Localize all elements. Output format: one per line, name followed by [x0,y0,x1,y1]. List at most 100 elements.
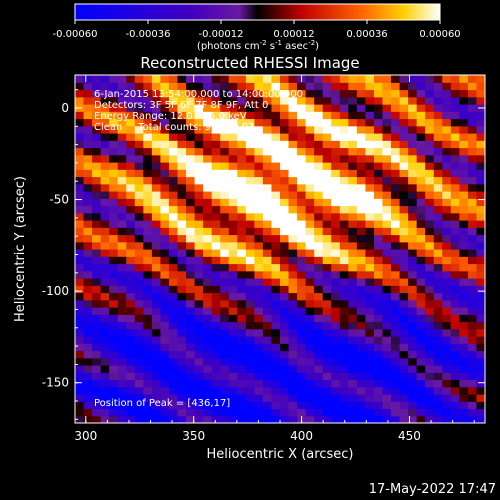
heatmap-cell [203,154,213,163]
heatmap-cell [365,133,375,141]
heatmap-cell [254,198,264,207]
heatmap-cell [83,249,93,257]
heatmap-cell [100,336,110,344]
heatmap-cell [425,285,435,294]
heatmap-cell [467,379,478,388]
heatmap-cell [160,299,170,308]
heatmap-cell [373,299,384,308]
heatmap-cell [433,270,443,279]
heatmap-cell [92,154,102,163]
heatmap-cell [100,176,110,185]
heatmap-cell [254,256,264,265]
heatmap-cell [297,147,307,156]
heatmap-cell [442,365,452,373]
heatmap-cell [280,169,290,178]
heatmap-cell [356,125,367,134]
heatmap-cell [117,299,127,308]
heatmap-cell [134,249,144,257]
heatmap-cell [433,314,443,323]
heatmap-cell [314,343,324,352]
heatmap-cell [143,365,153,373]
heatmap-cell [151,394,162,402]
heatmap-cell [75,212,85,221]
heatmap-cell [245,372,255,381]
heatmap-cell [211,191,221,199]
heatmap-cell [228,205,238,214]
heatmap-cell [75,336,85,344]
heatmap-cell [442,118,452,127]
heatmap-cell [254,278,264,286]
heatmap-cell [126,198,136,207]
heatmap-cell [373,394,384,402]
heatmap-cell [305,365,315,373]
heatmap-cell [168,394,179,402]
heatmap-cell [126,343,136,352]
heatmap-cell [228,394,238,402]
heatmap-cell [322,220,332,228]
heatmap-cell [365,89,375,98]
heatmap-cell [373,328,384,337]
heatmap-cell [348,147,358,156]
heatmap-cell [373,220,384,228]
heatmap-cell [143,111,153,120]
colorbar-ticks: -0.00060 -0.00036 -0.00012 0.00012 0.00036 0.… [53,20,461,40]
heatmap-cell [314,314,324,323]
heatmap-cell [262,386,273,395]
heatmap-cell [442,350,452,359]
heatmap-cell [280,140,290,149]
heatmap-cell [126,314,136,323]
heatmap-cell [220,118,230,127]
heatmap-cell [220,357,230,366]
heatmap-cell [280,89,290,98]
heatmap-cell [399,386,409,395]
heatmap-cell [416,191,426,199]
heatmap-cell [109,205,119,214]
heatmap-cell [168,111,179,120]
heatmap-cell [305,133,315,141]
heatmap-cell [322,386,332,395]
heatmap-cell [450,415,460,423]
heatmap-cell [220,285,230,294]
heatmap-cell [220,249,230,257]
colorbar-tick-label: 0.00012 [273,29,314,40]
heatmap-cell [271,125,281,134]
heatmap-cell [228,343,238,352]
heatmap-cell [177,212,187,221]
heatmap-cell [297,372,307,381]
heatmap-cell [143,198,153,207]
heatmap-cell [416,314,426,323]
heatmap-cell [476,328,485,337]
heatmap-cell [331,89,341,98]
heatmap-cell [177,96,187,105]
heatmap-cell [100,169,110,178]
heatmap-cell [143,372,153,381]
heatmap-cell [168,133,179,141]
heatmap-cell [467,111,478,120]
heatmap-cell [459,191,469,199]
heatmap-cell [450,205,460,214]
heatmap-cell [356,314,367,323]
heatmap-cell [160,198,170,207]
heatmap-cell [425,220,435,228]
heatmap-cell [117,336,127,344]
heatmap-cell [177,263,187,272]
heatmap-cell [356,365,367,373]
heatmap-cell [450,82,460,91]
heatmap-cell [442,169,452,178]
heatmap-cell [262,169,273,178]
heatmap-cell [245,401,255,410]
heatmap-cell [160,343,170,352]
heatmap-cell [305,263,315,272]
heatmap-cell [100,147,110,156]
heatmap-cell [109,401,119,410]
heatmap-cell [100,321,110,330]
heatmap-cell [75,154,85,163]
heatmap-cell [433,169,443,178]
heatmap-cell [220,386,230,395]
heatmap-cell [382,394,392,402]
heatmap-cell [143,82,153,91]
heatmap-cell [228,415,238,423]
heatmap-cell [126,125,136,134]
heatmap-cell [100,299,110,308]
heatmap-cell [143,343,153,352]
